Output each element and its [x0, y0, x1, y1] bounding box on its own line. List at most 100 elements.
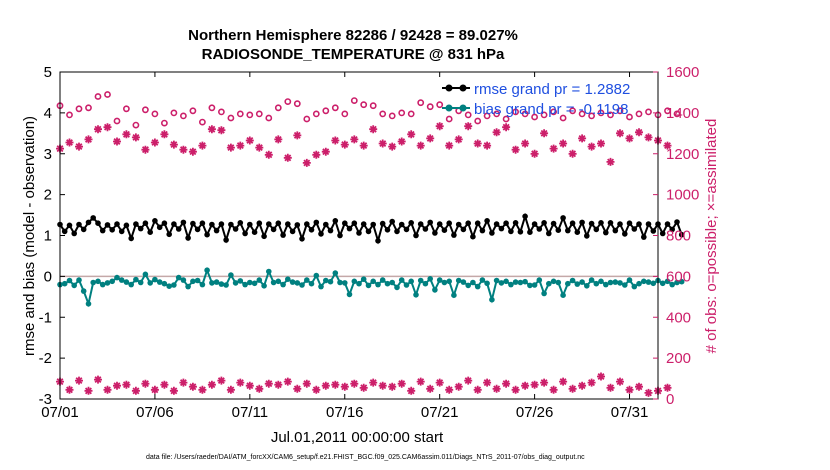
bias-point — [465, 282, 472, 289]
obs-possible-point — [559, 114, 567, 122]
bias-point — [517, 279, 524, 286]
rmse-point — [304, 221, 310, 227]
y-tick-label: -3 — [39, 391, 52, 408]
obs-possible-point — [141, 106, 149, 114]
bias-point — [289, 279, 296, 285]
bias-point — [171, 282, 177, 288]
rmse-point — [650, 228, 657, 234]
bias-point — [664, 278, 671, 285]
bias-point — [137, 279, 144, 286]
rmse-point — [645, 221, 652, 227]
bias-point — [408, 278, 415, 285]
obs-possible-point — [417, 99, 425, 107]
bias-point — [460, 279, 467, 285]
obs-possible-point — [284, 98, 292, 105]
y-axis-left: -3 -2 -1 0 1 2 3 4 5 — [39, 64, 65, 408]
obs-assimilated-point — [397, 137, 406, 146]
bias-point — [175, 274, 182, 281]
obs-possible-point — [464, 111, 472, 119]
obs-possible-point — [350, 97, 358, 104]
rmse-point — [432, 230, 438, 236]
rmse-point — [508, 228, 514, 235]
bias-point — [384, 280, 391, 287]
x-tick-label: 07/16 — [326, 404, 364, 421]
bias-point — [417, 277, 424, 284]
bias-point — [375, 281, 381, 288]
rmse-point — [318, 231, 324, 237]
rmse-point — [451, 232, 457, 238]
obs-possible-near-zero--point — [359, 383, 368, 392]
bias-point — [209, 280, 215, 286]
obs-possible-near-zero--point — [397, 379, 406, 388]
obs-possible-near-zero--point — [416, 377, 425, 386]
rmse-point — [484, 218, 490, 224]
obs-assimilated-point — [188, 147, 197, 156]
obs-possible-near-zero--point — [321, 381, 330, 390]
obs-assimilated-point — [635, 128, 643, 137]
obs-assimilated-point — [321, 147, 330, 156]
bias-point — [593, 280, 600, 287]
obs-possible-point — [208, 104, 216, 112]
obs-possible-near-zero--point — [606, 383, 615, 392]
rmse-point — [607, 220, 614, 226]
chart-title: Northern Hemisphere 82286 / 92428 = 89.0… — [188, 27, 518, 44]
obs-possible-near-zero--point — [407, 386, 416, 395]
x-axis-label: Jul.01,2011 00:00:00 start — [271, 429, 444, 446]
obs-possible-near-zero--point — [274, 380, 283, 389]
obs-assimilated-point — [502, 123, 511, 132]
obs-assimilated-point — [150, 138, 159, 147]
rmse-point — [427, 219, 434, 226]
bias-point — [204, 267, 210, 274]
obs-possible-near-zero--point — [568, 384, 577, 393]
rmse-point — [422, 226, 429, 232]
rmse-point — [503, 220, 509, 226]
rmse-point — [190, 220, 196, 227]
bias-point — [85, 301, 92, 307]
bias-point — [147, 280, 153, 286]
rmse-point — [123, 222, 130, 229]
bias-point — [266, 268, 272, 275]
obs-possible-near-zero--point — [473, 385, 482, 394]
rmse-point — [270, 226, 277, 233]
bias-point — [308, 280, 315, 287]
obs-possible-near-zero--point — [245, 381, 254, 390]
rmse-point — [465, 220, 472, 226]
rmse-point — [247, 221, 253, 228]
obs-possible-near-zero--point — [65, 385, 74, 394]
obs-assimilated-point — [359, 141, 368, 150]
bias-point — [403, 282, 410, 288]
rmse-point — [161, 220, 168, 226]
obs-possible-point — [75, 105, 83, 113]
rmse-point — [384, 227, 391, 233]
y-axis-right: 0 200 400 600 800 1000 1200 1400 1600 — [653, 64, 699, 408]
rmse-point — [266, 221, 272, 227]
obs-assimilated-point — [663, 141, 672, 150]
obs-possible-point — [341, 110, 349, 118]
obs-possible-near-zero--point — [255, 384, 264, 393]
rmse-point — [517, 229, 524, 235]
rmse-point — [612, 227, 619, 234]
bias-point — [588, 277, 595, 283]
rmse-point — [641, 234, 647, 240]
bias-point — [560, 292, 566, 299]
obs-possible-near-zero--point — [103, 385, 112, 394]
y2-tick-label: 0 — [666, 391, 674, 408]
bias-point — [451, 292, 457, 299]
rmse-point — [541, 220, 547, 226]
rmse-point — [90, 215, 96, 221]
rmse-point — [128, 235, 134, 242]
x-tick-label: 07/11 — [232, 404, 268, 421]
obs-possible-near-zero--point — [483, 378, 492, 387]
obs-possible-near-zero--point — [435, 378, 444, 387]
obs-assimilated-point — [369, 125, 378, 134]
obs-possible-near-zero--point — [597, 372, 605, 381]
rmse-point — [664, 221, 671, 227]
bias-point — [441, 279, 448, 286]
rmse-point — [598, 220, 604, 226]
rmse-point — [294, 222, 301, 228]
obs-assimilated-point — [587, 142, 596, 151]
obs-possible-point — [521, 110, 529, 118]
obs-possible-point — [531, 113, 538, 121]
rmse-point — [398, 221, 405, 228]
rmse-point — [256, 220, 263, 226]
